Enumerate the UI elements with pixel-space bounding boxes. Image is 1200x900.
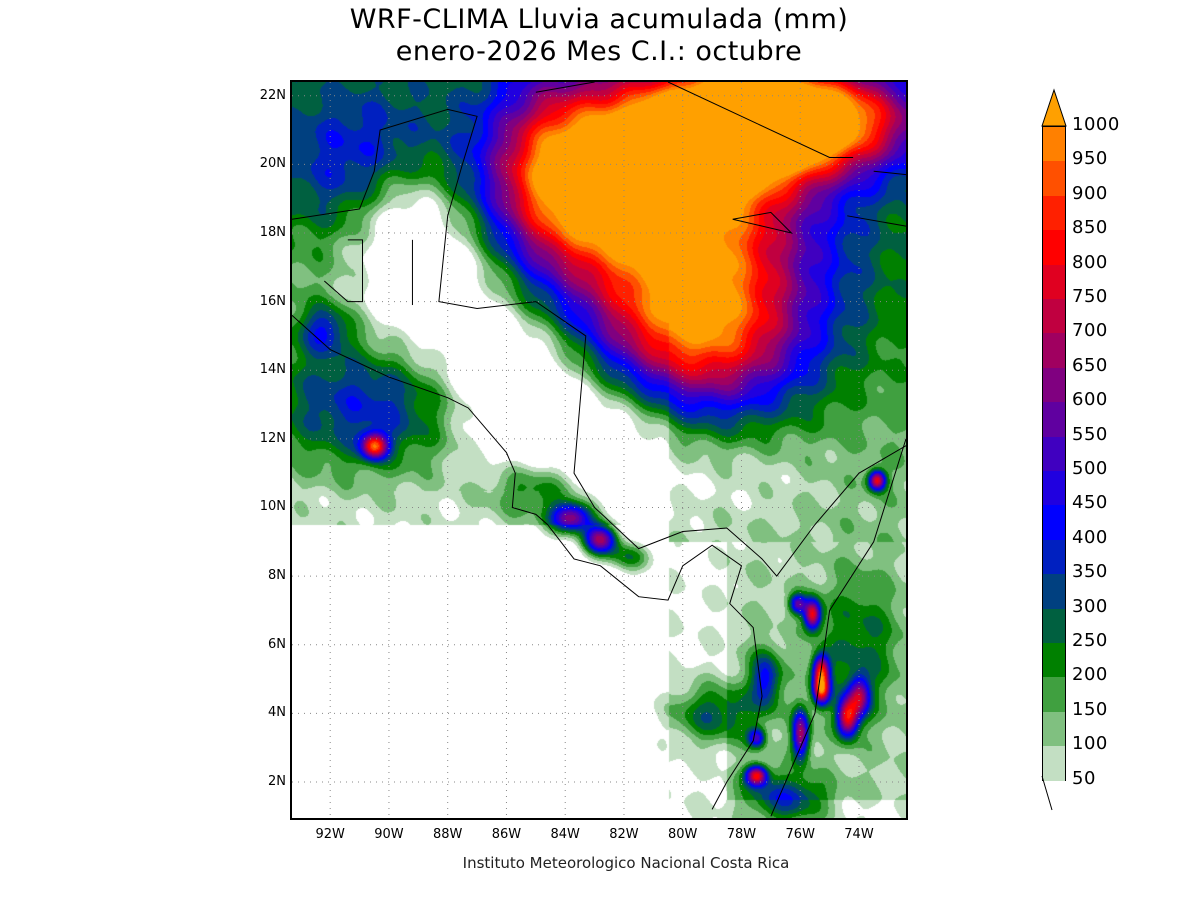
colorbar-label: 100 [1072, 733, 1108, 755]
colorbar-segment [1042, 710, 1066, 747]
colorbar-under-arrow [1041, 775, 1053, 811]
lon-label: 88W [433, 827, 463, 842]
lon-label: 92W [315, 827, 345, 842]
coastline [667, 82, 854, 158]
colorbar-label: 950 [1072, 148, 1108, 170]
colorbar-label: 800 [1072, 251, 1108, 273]
colorbar-segment [1042, 229, 1066, 265]
lon-label: 74W [844, 827, 874, 842]
colorbar-label: 700 [1072, 320, 1108, 342]
colorbar-segment [1042, 160, 1066, 196]
map-title: WRF-CLIMA Lluvia acumulada (mm) [349, 4, 849, 35]
lon-label: 80W [668, 827, 698, 842]
lat-label: 20N [259, 156, 286, 172]
colorbar-label: 50 [1072, 767, 1096, 789]
colorbar-segment [1042, 470, 1066, 506]
lat-label: 6N [268, 636, 286, 652]
colorbar-label: 250 [1072, 630, 1108, 651]
colorbar-label: 1000 [1072, 114, 1120, 135]
colorbar-segment [1042, 676, 1066, 712]
colorbar-label: 550 [1072, 423, 1108, 445]
lon-label: 76W [785, 827, 815, 842]
colorbar-label: 600 [1072, 389, 1108, 411]
colorbar-segment [1042, 642, 1066, 678]
colorbar-segment [1042, 607, 1066, 643]
colorbar-over-arrow [1041, 88, 1067, 127]
colorbar-segment [1042, 435, 1066, 471]
coastline [873, 170, 906, 176]
rainfall-map [290, 80, 908, 820]
colorbar-label: 650 [1072, 354, 1108, 376]
colorbar-label: 450 [1072, 492, 1108, 514]
colorbar-label: 850 [1072, 217, 1108, 239]
lon-label: 84W [550, 827, 580, 842]
lat-label: 22N [259, 87, 286, 103]
colorbar-arrows [1041, 88, 1067, 811]
lon-label: 90W [374, 827, 404, 842]
rainfall-field [292, 82, 906, 818]
coastline [292, 108, 906, 577]
lat-label: 2N [268, 773, 286, 789]
colorbar-segment [1042, 298, 1066, 334]
colorbar-segment [1042, 573, 1066, 609]
lon-label: 86W [491, 827, 522, 842]
map-overlay [292, 82, 906, 818]
lat-label: 8N [268, 568, 286, 584]
colorbar-label: 750 [1072, 286, 1108, 307]
lat-label: 4N [268, 705, 286, 721]
coastline [770, 438, 906, 817]
lat-label: 10N [259, 499, 286, 515]
map-subtitle: enero-2026 Mes C.I.: octubre [395, 36, 803, 67]
colorbar-segment [1042, 126, 1066, 162]
colorbar-label: 150 [1072, 698, 1108, 720]
lat-label: 14N [259, 362, 286, 378]
coastline [732, 211, 794, 234]
colorbar-segment [1042, 401, 1066, 437]
lon-label: 78W [726, 827, 757, 842]
lat-label: 16N [259, 293, 286, 309]
coastline [323, 239, 364, 303]
coastline [535, 82, 595, 93]
coastline [847, 215, 906, 227]
colorbar-label: 350 [1072, 561, 1108, 583]
colorbar-label: 300 [1072, 595, 1108, 617]
colorbar-segment [1042, 504, 1066, 540]
colorbar-label: 500 [1072, 458, 1108, 479]
lat-label: 18N [259, 224, 286, 240]
lon-label: 82W [609, 827, 639, 842]
lat-label: 12N [259, 430, 286, 446]
colorbar-segment [1042, 538, 1066, 575]
colorbar-label: 400 [1072, 526, 1108, 548]
colorbar-label: 200 [1072, 664, 1108, 686]
credit-text: Instituto Meteorologico Nacional Costa R… [462, 854, 790, 872]
colorbar-label: 900 [1072, 182, 1108, 204]
coastline [292, 314, 763, 810]
